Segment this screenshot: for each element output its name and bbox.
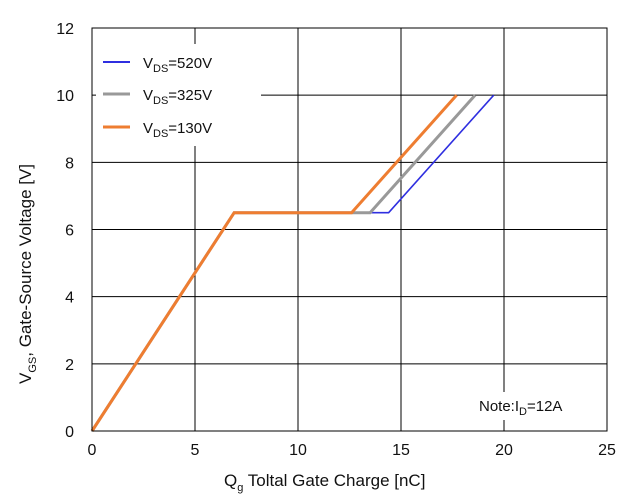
y-tick-label: 10: [56, 88, 74, 105]
x-tick-label: 25: [598, 442, 616, 459]
y-tick-label: 2: [65, 357, 74, 374]
legend: VDS=520V VDS=325V VDS=130V: [96, 44, 261, 146]
y-tick-label: 12: [56, 21, 74, 38]
y-axis-title: VGS, Gate-Source Voltage [V]: [16, 164, 39, 384]
x-tick-label: 10: [289, 442, 307, 459]
x-tick-label: 0: [88, 442, 97, 459]
x-tick-label: 15: [392, 442, 410, 459]
x-tick-label: 5: [191, 442, 200, 459]
note-annotation: Note:ID=12A: [470, 392, 588, 420]
x-axis-title: Qg Toltal Gate Charge [nC]: [224, 471, 425, 494]
y-tick-label: 8: [65, 155, 74, 172]
x-tick-label: 20: [495, 442, 513, 459]
y-tick-label: 6: [65, 223, 74, 240]
y-tick-label: 0: [65, 424, 74, 441]
y-tick-label: 4: [65, 290, 74, 307]
